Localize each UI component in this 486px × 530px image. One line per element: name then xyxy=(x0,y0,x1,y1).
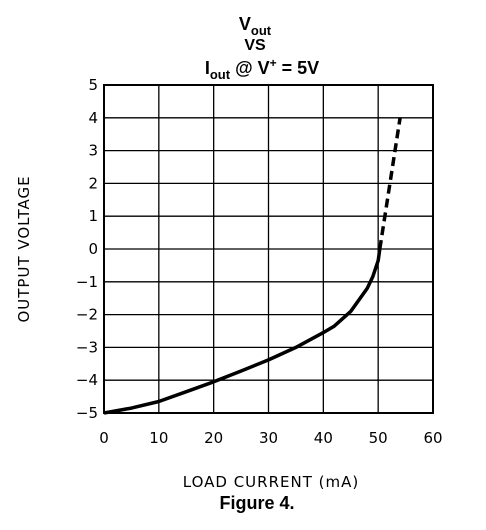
title-end: = 5V xyxy=(277,58,320,78)
title-v: V xyxy=(239,14,251,34)
title-v-sub: out xyxy=(251,23,272,38)
grid xyxy=(103,84,434,414)
title-i-sub: out xyxy=(210,67,231,82)
y-tick-label: 1 xyxy=(88,207,98,225)
chart-title-line1: Vout xyxy=(239,14,272,38)
y-axis-label: OUTPUT VOLTAGE xyxy=(15,175,33,322)
x-tick-label: 0 xyxy=(99,429,109,447)
chart-title-line3: Iout @ V+ = 5V xyxy=(205,56,319,82)
x-tick-label: 30 xyxy=(259,429,278,447)
title-mid: @ V xyxy=(230,58,270,78)
x-tick-label: 40 xyxy=(314,429,333,447)
title-i: I xyxy=(205,58,210,78)
title-sup: + xyxy=(270,56,277,70)
y-tick-label: 4 xyxy=(88,109,98,127)
figure-caption: Figure 4. xyxy=(219,493,294,513)
series-line-solid xyxy=(103,248,382,415)
x-tick-labels: 0 10 20 30 40 50 60 xyxy=(99,429,442,447)
y-tick-label: 3 xyxy=(88,142,98,160)
y-tick-label: 2 xyxy=(88,174,98,192)
y-tick-label: 5 xyxy=(88,76,98,94)
series-group xyxy=(103,117,402,415)
y-tick-label: −4 xyxy=(76,371,98,389)
y-tick-label: 0 xyxy=(88,240,98,258)
x-axis-label: LOAD CURRENT (mA) xyxy=(183,473,359,491)
chart-title-line2: VS xyxy=(244,37,266,54)
y-tick-label: −1 xyxy=(76,273,98,291)
x-tick-label: 10 xyxy=(149,429,168,447)
x-tick-label: 60 xyxy=(423,429,442,447)
y-tick-label: −3 xyxy=(76,338,98,356)
y-tick-label: −5 xyxy=(76,404,98,422)
y-tick-label: −2 xyxy=(76,306,98,324)
x-tick-label: 50 xyxy=(369,429,388,447)
series-line-dashed xyxy=(378,117,402,250)
plot-frame xyxy=(103,84,434,414)
plot-area xyxy=(103,84,434,415)
x-tick-label: 20 xyxy=(204,429,223,447)
y-tick-labels: 5 4 3 2 1 0 −1 −2 −3 −4 −5 xyxy=(76,76,98,422)
